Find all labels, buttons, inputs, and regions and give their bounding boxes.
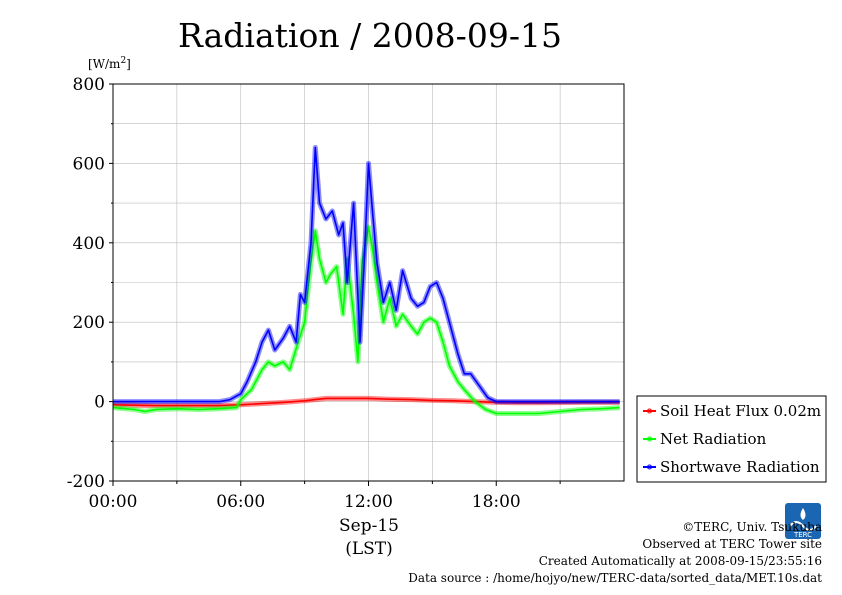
x-axis-title: (LST)	[345, 539, 393, 559]
legend-box	[636, 395, 827, 483]
footer-created: Created Automatically at 2008-09-15/23:5…	[539, 554, 822, 568]
terc-logo: TERC	[785, 503, 821, 539]
series-layer	[112, 145, 620, 416]
legend-label: Shortwave Radiation	[660, 458, 820, 476]
legend-label: Soil Heat Flux 0.02m	[660, 402, 821, 420]
x-axis: 00:00 06:00 12:00 18:00	[89, 481, 561, 512]
y-tick-label: -200	[67, 472, 105, 492]
footer-source: Data source : /home/hojyo/new/TERC-data/…	[408, 571, 822, 585]
y-tick-label: 800	[73, 75, 105, 95]
y-axis-unit: [W/m2]	[88, 56, 131, 71]
x-tick-label: 00:00	[89, 492, 138, 512]
series-line-2	[113, 146, 620, 403]
legend-marker	[647, 408, 652, 414]
y-axis: -200 0 200 400 600 800	[67, 75, 113, 492]
x-axis-date-label: Sep-15	[339, 516, 399, 536]
series-band-2	[113, 145, 620, 405]
legend-marker	[647, 436, 652, 442]
grid-lines	[113, 84, 624, 481]
legend-marker	[647, 464, 652, 470]
series-line-0	[112, 397, 620, 407]
footer-credit: ©TERC, Univ. Tsukuba	[682, 520, 822, 534]
x-tick-label: 12:00	[344, 492, 393, 512]
logo-text: TERC	[793, 531, 812, 539]
y-tick-label: 600	[73, 154, 105, 174]
series-line-1	[112, 226, 620, 415]
legend: Soil Heat Flux 0.02m Net Radiation Shortwa…	[636, 395, 827, 483]
legend-label: Net Radiation	[660, 430, 767, 448]
chart-title: Radiation / 2008-09-15	[178, 16, 562, 55]
y-tick-label: 400	[73, 234, 105, 254]
y-tick-label: 200	[73, 313, 105, 333]
footer-site: Observed at TERC Tower site	[642, 537, 822, 551]
y-tick-label: 0	[94, 393, 105, 413]
x-tick-label: 06:00	[216, 492, 265, 512]
x-tick-label: 18:00	[472, 492, 521, 512]
